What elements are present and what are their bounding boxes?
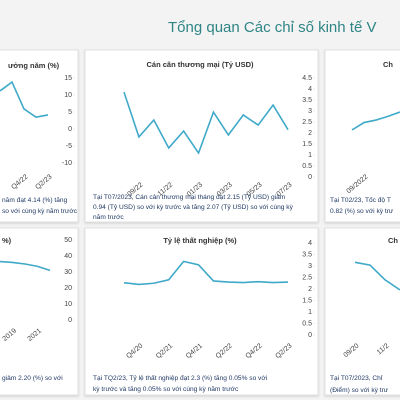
chart-title: ưởng năm (%) bbox=[8, 61, 60, 70]
data-line bbox=[123, 91, 289, 155]
y-tick-label: 4 bbox=[308, 240, 312, 247]
chart-title: %) bbox=[2, 236, 12, 245]
caption: giảm 2.20 (%) so với bbox=[2, 375, 63, 382]
caption: Tại T02/23, Tốc độ T bbox=[330, 195, 391, 204]
panel-bg bbox=[324, 49, 400, 223]
panel-bg bbox=[0, 49, 79, 223]
panel-bg bbox=[84, 49, 319, 223]
data-line bbox=[354, 261, 400, 291]
y-tick-label: -5 bbox=[66, 143, 72, 150]
caption: năm đạt 4.14 (%) tăng bbox=[2, 197, 68, 204]
y-tick-label: 4 bbox=[308, 86, 312, 93]
chart-title: Cán cân thương mại (Tỷ USD) bbox=[146, 60, 254, 69]
panel-bg bbox=[84, 227, 319, 396]
caption: năm trước bbox=[93, 214, 124, 221]
y-tick-label: 10 bbox=[64, 92, 72, 99]
y-tick-label: 3 bbox=[308, 263, 312, 270]
y-tick-label: 10 bbox=[64, 301, 72, 308]
y-tick-label: 20 bbox=[64, 285, 72, 292]
chart-title: Tỷ lệ thất nghiệp (%) bbox=[163, 236, 237, 245]
y-tick-label: 0.5 bbox=[302, 320, 312, 327]
panel: Cán cân thương mại (Tỷ USD) 4.5 4 3.5 3 2.5 2 1… bbox=[84, 49, 319, 223]
caption: Tại T07/2023, Chỉ bbox=[330, 374, 383, 382]
y-tick-label: 2.5 bbox=[302, 119, 312, 126]
data-line bbox=[351, 111, 400, 131]
y-tick-label: 1 bbox=[308, 152, 312, 159]
y-tick-label: 1.5 bbox=[302, 297, 312, 304]
y-tick-label: 0 bbox=[68, 126, 72, 133]
caption: kỳ trước và tăng 0.05% so với cùng kỳ nă… bbox=[93, 386, 239, 393]
y-tick-label: 3.5 bbox=[302, 97, 312, 104]
y-tick-label: 0 bbox=[308, 174, 312, 181]
panel-bg bbox=[324, 227, 400, 396]
y-tick-label: 30 bbox=[64, 269, 72, 276]
data-line bbox=[0, 260, 51, 272]
y-tick-label: 3 bbox=[308, 108, 312, 115]
caption: Tại T07/2023, Cán cân thương mại tháng đ… bbox=[93, 194, 286, 201]
y-tick-label: 0 bbox=[308, 332, 312, 339]
y-tick-label: 2 bbox=[308, 130, 312, 137]
caption: 0.82 (%) so với kỳ trư bbox=[330, 208, 394, 215]
y-tick-label: 40 bbox=[64, 253, 72, 260]
y-tick-label: 1.5 bbox=[302, 141, 312, 148]
caption: so với cùng kỳ năm trước bbox=[2, 208, 78, 215]
caption: (Điểm) so với kỳ trư bbox=[330, 386, 389, 394]
data-line bbox=[123, 260, 289, 286]
page-title: Tổng quan Các chỉ số kinh tế V bbox=[168, 19, 376, 36]
chart-title: Ch bbox=[383, 60, 393, 69]
y-tick-label: -10 bbox=[62, 160, 72, 167]
data-line bbox=[0, 80, 49, 118]
y-tick-label: 2.5 bbox=[302, 274, 312, 281]
y-tick-label: 0.5 bbox=[302, 163, 312, 170]
panel-bg bbox=[0, 227, 79, 396]
y-tick-label: 50 bbox=[64, 237, 72, 244]
y-tick-label: 5 bbox=[68, 109, 72, 116]
y-tick-label: 2 bbox=[308, 286, 312, 293]
panel: Tỷ lệ thất nghiệp (%) 43.532.521.510.50Q4… bbox=[84, 227, 319, 396]
caption: Tại TQ2/23, Tỷ lệ thất nghiệp đạt 2.3 (%… bbox=[93, 373, 268, 382]
y-tick-label: 0 bbox=[68, 317, 72, 324]
y-tick-label: 1 bbox=[308, 309, 312, 316]
y-tick-label: 3.5 bbox=[302, 251, 312, 258]
y-tick-label: 4.5 bbox=[302, 75, 312, 82]
chart-title: Ch bbox=[388, 236, 398, 245]
caption: 0.94 (Tỷ USD) so với kỳ trước và tăng 2.… bbox=[93, 204, 294, 211]
y-tick-label: 15 bbox=[64, 75, 72, 82]
